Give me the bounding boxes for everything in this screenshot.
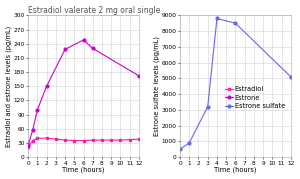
Estrone bbox=[137, 75, 141, 77]
Estrone bbox=[36, 109, 39, 111]
Estradiol bbox=[118, 139, 122, 141]
Estradiol bbox=[128, 139, 131, 141]
Estradiol bbox=[110, 139, 113, 141]
Estradiol bbox=[91, 139, 94, 141]
Estrone bbox=[31, 129, 34, 131]
Line: Estrone: Estrone bbox=[27, 38, 140, 147]
Estradiol bbox=[73, 139, 76, 142]
Line: Estradiol: Estradiol bbox=[27, 137, 140, 148]
Estrone bbox=[26, 144, 30, 146]
Estrone bbox=[45, 85, 48, 87]
Estrone sulfate bbox=[206, 106, 209, 108]
Estradiol bbox=[45, 137, 48, 139]
Estradiol bbox=[137, 138, 141, 140]
Estrone sulfate bbox=[215, 17, 219, 20]
X-axis label: Time (hours): Time (hours) bbox=[214, 167, 256, 173]
Estradiol bbox=[100, 139, 104, 141]
Estradiol bbox=[31, 139, 34, 142]
Estradiol bbox=[82, 139, 85, 142]
X-axis label: Time (hours): Time (hours) bbox=[62, 167, 105, 173]
Legend: Estradiol, Estrone, Estrone sulfate: Estradiol, Estrone, Estrone sulfate bbox=[222, 83, 287, 112]
Estrone sulfate bbox=[234, 22, 237, 24]
Y-axis label: Estrone sulfate levels (pg/mL): Estrone sulfate levels (pg/mL) bbox=[154, 36, 160, 136]
Text: Estradiol valerate 2 mg oral single: Estradiol valerate 2 mg oral single bbox=[28, 6, 160, 14]
Estrone sulfate bbox=[178, 148, 182, 150]
Estrone bbox=[91, 47, 94, 49]
Line: Estrone sulfate: Estrone sulfate bbox=[179, 17, 292, 151]
Estradiol bbox=[54, 138, 58, 140]
Estrone sulfate bbox=[188, 142, 191, 144]
Estrone bbox=[63, 48, 67, 50]
Estrone bbox=[82, 39, 85, 41]
Estradiol bbox=[36, 137, 39, 139]
Estrone sulfate bbox=[289, 76, 292, 78]
Estradiol bbox=[26, 146, 30, 148]
Estradiol bbox=[63, 139, 67, 141]
Y-axis label: Estradiol and estrone levels (pg/mL): Estradiol and estrone levels (pg/mL) bbox=[6, 26, 12, 147]
